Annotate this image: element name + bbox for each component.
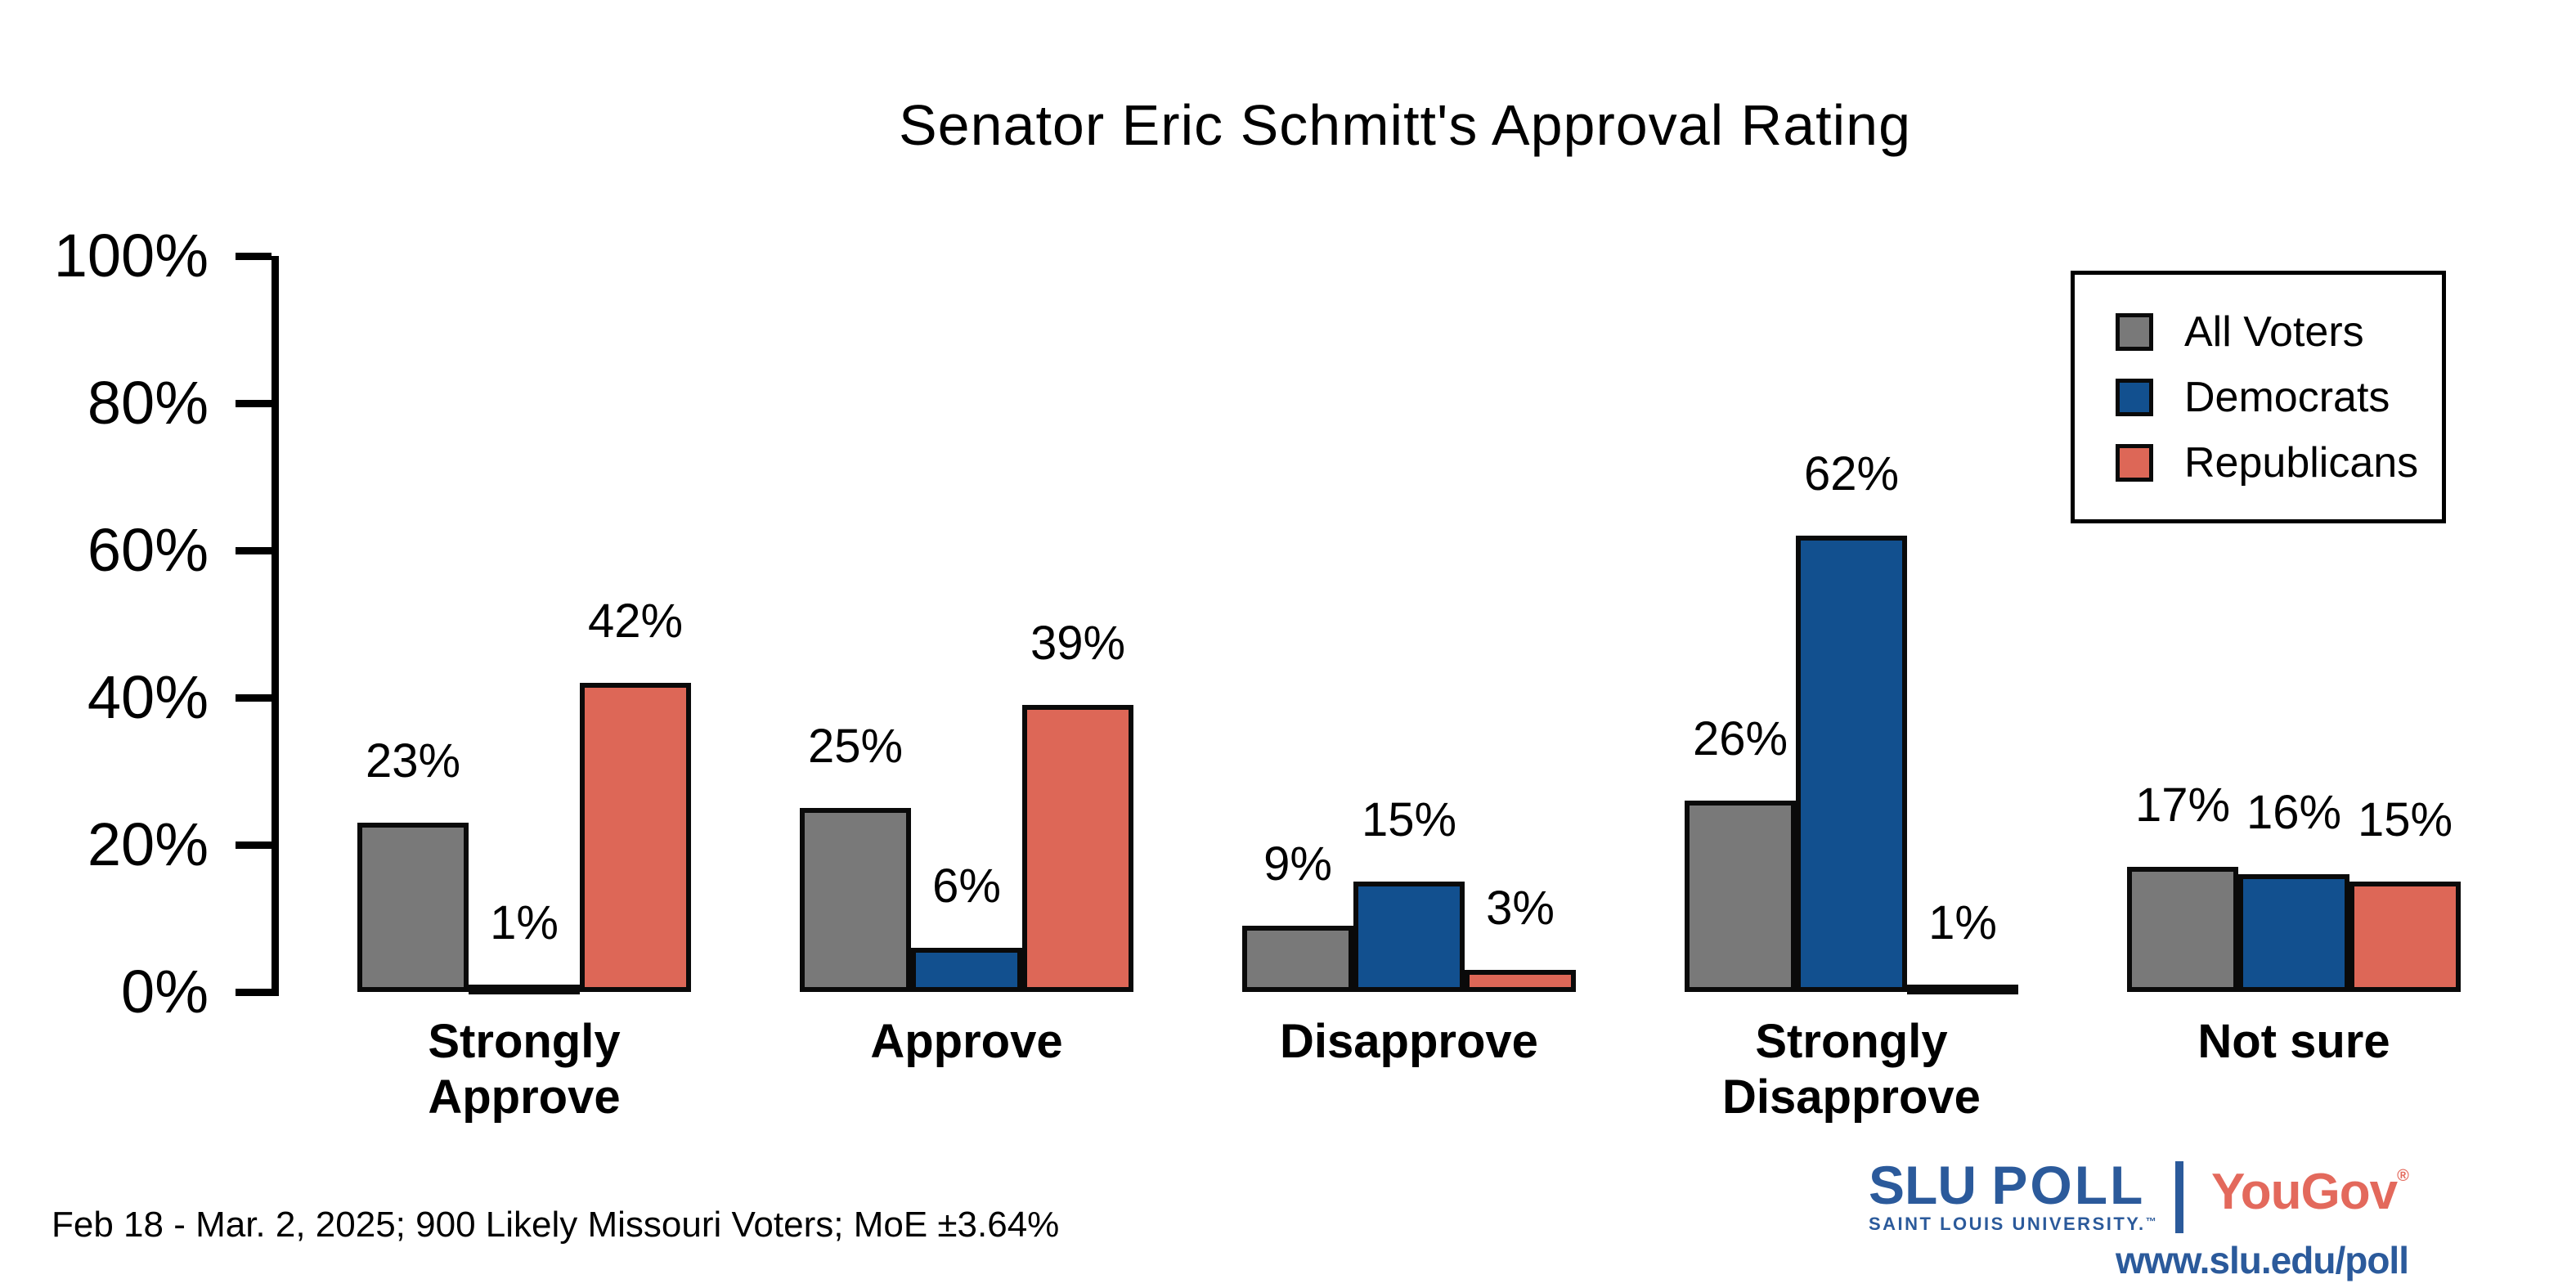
- legend-item-democrats: Democrats: [2116, 376, 2442, 419]
- bar-democrats-disapprove: [1353, 882, 1465, 992]
- bar-value-label: 26%: [1692, 712, 1788, 765]
- bar-value-label: 16%: [2246, 786, 2342, 839]
- legend-label: All Voters: [2184, 307, 2364, 356]
- y-axis-tick: [236, 989, 272, 996]
- bar-value-label: 15%: [2357, 793, 2453, 846]
- y-axis-tick-label: 80%: [87, 369, 209, 437]
- y-axis-tick: [236, 400, 272, 407]
- bar-democrats-not-sure: [2238, 874, 2349, 992]
- bar-republicans-not-sure: [2349, 882, 2461, 992]
- bar-republicans-strongly-disapprove: [1907, 985, 2018, 994]
- category-label-not-sure: Not sure: [2197, 1015, 2390, 1068]
- category-label-disapprove: Disapprove: [1280, 1015, 1538, 1068]
- legend-label: Democrats: [2184, 373, 2390, 421]
- bar-democrats-strongly-disapprove: [1796, 536, 1907, 992]
- legend-swatch-all-voters: [2116, 312, 2153, 351]
- trademark-symbol: ™: [2145, 1215, 2159, 1227]
- y-axis-tick: [236, 547, 272, 554]
- yougov-wordmark: YouGov®: [2211, 1164, 2409, 1220]
- bar-republicans-approve: [1022, 705, 1133, 992]
- bar-all-voters-disapprove: [1242, 926, 1353, 992]
- bar-value-label: 42%: [587, 595, 684, 648]
- y-axis-tick-label: 0%: [121, 958, 209, 1025]
- bar-democrats-approve: [911, 948, 1022, 992]
- bar-value-label: 17%: [2134, 779, 2231, 832]
- bar-value-label: 1%: [1928, 896, 1997, 949]
- slu-poll-url: www.slu.edu/poll: [2116, 1239, 2409, 1281]
- bar-all-voters-not-sure: [2127, 867, 2238, 992]
- y-axis-tick: [236, 253, 272, 260]
- bar-all-voters-strongly-approve: [357, 823, 469, 992]
- slu-poll-yougov-logo: SLU POLL SAINT LOUIS UNIVERSITY.™ YouGov…: [1865, 1156, 2453, 1287]
- legend-swatch-democrats: [2116, 378, 2153, 416]
- y-axis-tick-label: 60%: [87, 516, 209, 584]
- legend-box: All Voters Democrats Republicans: [2071, 271, 2446, 523]
- bar-all-voters-approve: [800, 808, 911, 992]
- y-axis-tick: [236, 841, 272, 849]
- y-axis-tick-label: 20%: [87, 810, 209, 878]
- footnote-methodology: Feb 18 - Mar. 2, 2025; 900 Likely Missou…: [52, 1205, 1060, 1245]
- y-axis-line: [272, 256, 279, 996]
- bar-value-label: 15%: [1361, 793, 1457, 846]
- bar-value-label: 6%: [932, 859, 1001, 913]
- legend-label: Republicans: [2184, 438, 2419, 487]
- saint-louis-university-text: SAINT LOUIS UNIVERSITY.™: [1869, 1214, 2159, 1234]
- legend-swatch-republicans: [2116, 443, 2153, 482]
- category-label-strongly-disapprove: Strongly Disapprove: [1722, 1015, 1981, 1124]
- bar-republicans-strongly-approve: [580, 683, 691, 992]
- chart-title: Senator Eric Schmitt's Approval Rating: [898, 92, 1911, 157]
- slu-poll-wordmark: SLU POLL: [1869, 1156, 2145, 1214]
- bar-value-label: 39%: [1030, 617, 1126, 670]
- bar-all-voters-strongly-disapprove: [1685, 801, 1796, 992]
- legend-item-all-voters: All Voters: [2116, 311, 2442, 353]
- category-label-approve: Approve: [870, 1015, 1063, 1068]
- legend-item-republicans: Republicans: [2116, 442, 2442, 484]
- bar-democrats-strongly-approve: [469, 985, 580, 994]
- registered-symbol: ®: [2397, 1167, 2409, 1185]
- category-label-strongly-approve: Strongly Approve: [428, 1015, 621, 1124]
- bar-value-label: 23%: [365, 734, 461, 788]
- y-axis-tick: [236, 694, 272, 702]
- logo-separator-bar: [2175, 1161, 2183, 1233]
- y-axis-tick-label: 40%: [87, 663, 209, 731]
- bar-value-label: 62%: [1803, 447, 1900, 500]
- bar-value-label: 3%: [1486, 882, 1555, 935]
- bar-republicans-disapprove: [1465, 970, 1576, 992]
- y-axis-tick-label: 100%: [53, 222, 209, 289]
- slu-wordmark-text: SLU: [1869, 1155, 1977, 1215]
- bar-value-label: 1%: [490, 896, 559, 949]
- bar-value-label: 25%: [807, 720, 904, 773]
- bar-value-label: 9%: [1263, 837, 1332, 891]
- poll-wordmark-text: POLL: [1991, 1155, 2146, 1215]
